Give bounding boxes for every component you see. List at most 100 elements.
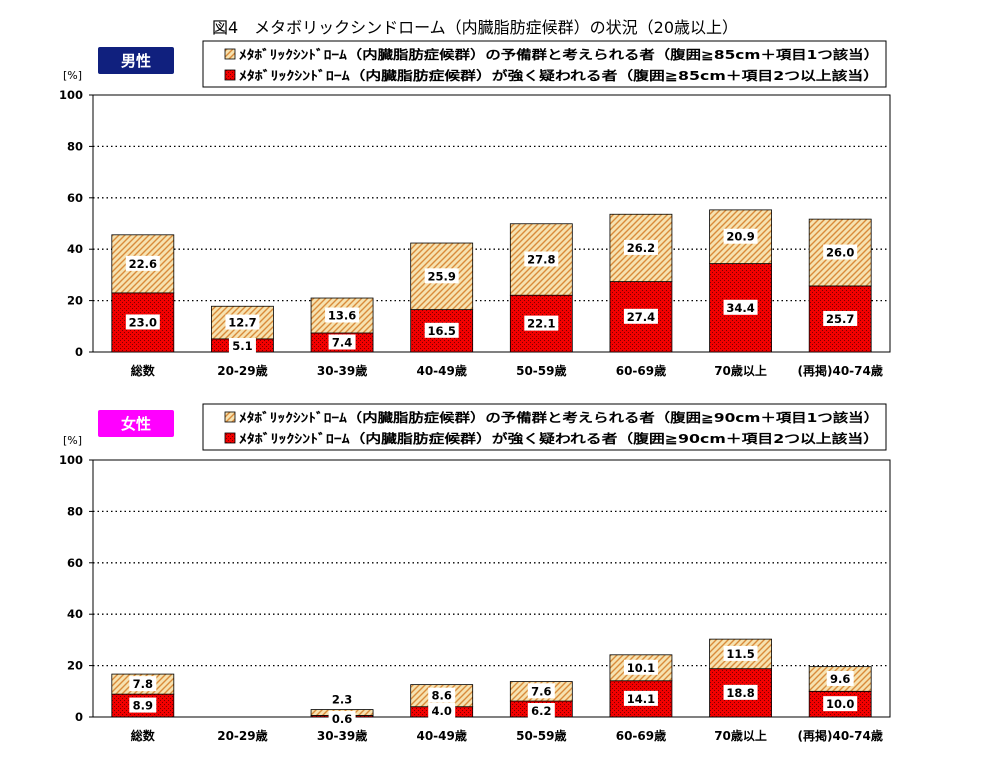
data-label-reserve-bg bbox=[428, 687, 456, 703]
data-label-reserve: 10.1 bbox=[627, 661, 655, 675]
x-tick-label: 30-39歳 bbox=[317, 363, 367, 378]
data-label-strong: 34.4 bbox=[726, 301, 754, 315]
chart-panel-male: 男性 ﾒﾀﾎﾞﾘｯｸｼﾝﾄﾞﾛｰﾑ（内臓脂肪症候群）の予備群と考えられる者（腹囲≧… bbox=[59, 40, 891, 378]
data-label-strong: 5.1 bbox=[232, 339, 252, 353]
data-label-strong: 4.0 bbox=[432, 704, 452, 718]
data-label-reserve: 2.3 bbox=[332, 693, 352, 707]
plot-frame bbox=[92, 94, 891, 353]
data-label-strong: 16.5 bbox=[428, 324, 456, 338]
y-tick-label: 0 bbox=[75, 710, 83, 724]
data-label-strong-bg bbox=[328, 711, 356, 726]
data-label-strong-bg bbox=[623, 690, 658, 706]
legend-swatch-strong bbox=[224, 69, 236, 81]
data-label-strong-bg bbox=[428, 703, 456, 718]
data-label-strong: 14.1 bbox=[627, 692, 655, 706]
data-label-reserve-bg bbox=[325, 307, 360, 323]
data-label-strong: 25.7 bbox=[826, 312, 854, 326]
chart-panels: 男性 ﾒﾀﾎﾞﾘｯｸｼﾝﾄﾞﾛｰﾑ（内臓脂肪症候群）の予備群と考えられる者（腹囲≧… bbox=[59, 40, 891, 743]
data-label-strong-bg bbox=[723, 684, 758, 700]
y-tick-label: 40 bbox=[67, 242, 83, 256]
legend-label-strong: ﾒﾀﾎﾞﾘｯｸｼﾝﾄﾞﾛｰﾑ（内臓脂肪症候群）が強く疑われる者（腹囲≧85cm＋… bbox=[239, 68, 879, 83]
x-tick-label: 40-49歳 bbox=[416, 728, 466, 743]
y-tick-label: 60 bbox=[67, 556, 83, 570]
data-label-reserve: 26.2 bbox=[627, 241, 655, 255]
data-label-reserve: 7.6 bbox=[531, 684, 551, 698]
data-label-strong: 27.4 bbox=[627, 310, 655, 324]
legend-label-reserve: ﾒﾀﾎﾞﾘｯｸｼﾝﾄﾞﾛｰﾑ（内臓脂肪症候群）の予備群と考えられる者（腹囲≧85… bbox=[239, 47, 879, 62]
data-label-strong-bg bbox=[328, 334, 356, 350]
x-tick-label: 総数 bbox=[131, 728, 156, 743]
data-label-reserve-bg bbox=[723, 228, 758, 244]
y-tick-label: 80 bbox=[67, 139, 83, 153]
x-tick-label: 30-39歳 bbox=[317, 728, 367, 743]
x-tick-label: 70歳以上 bbox=[714, 363, 767, 378]
data-label-strong-bg bbox=[524, 315, 559, 331]
data-label-strong: 8.9 bbox=[133, 699, 153, 713]
data-label-strong-bg bbox=[623, 308, 658, 324]
data-label-strong: 18.8 bbox=[726, 686, 754, 700]
y-axis-label: [%] bbox=[63, 434, 82, 447]
y-tick-label: 40 bbox=[67, 607, 83, 621]
data-label-strong: 6.2 bbox=[531, 704, 551, 718]
badge-label: 女性 bbox=[121, 415, 151, 433]
data-label-strong-bg bbox=[125, 314, 160, 330]
data-label-strong-bg bbox=[424, 322, 459, 338]
legend-label-reserve: ﾒﾀﾎﾞﾘｯｸｼﾝﾄﾞﾛｰﾑ（内臓脂肪症候群）の予備群と考えられる者（腹囲≧90… bbox=[239, 410, 879, 425]
y-tick-label: 20 bbox=[67, 659, 83, 673]
data-label-reserve-bg bbox=[723, 645, 758, 661]
y-tick-label: 0 bbox=[75, 345, 83, 359]
y-tick-label: 60 bbox=[67, 191, 83, 205]
legend-box bbox=[202, 40, 887, 88]
data-label-reserve: 11.5 bbox=[726, 647, 754, 661]
data-label-reserve: 13.6 bbox=[328, 309, 356, 323]
y-tick-label: 100 bbox=[59, 88, 83, 102]
data-label-strong: 0.6 bbox=[332, 712, 352, 726]
x-tick-label: 20-29歳 bbox=[217, 363, 267, 378]
data-label-reserve: 25.9 bbox=[428, 269, 456, 283]
x-tick-label: 60-69歳 bbox=[616, 728, 666, 743]
data-label-reserve-bg bbox=[225, 314, 260, 330]
x-tick-label: 20-29歳 bbox=[217, 728, 267, 743]
x-tick-label: 60-69歳 bbox=[616, 363, 666, 378]
data-label-strong-bg bbox=[723, 299, 758, 315]
x-tick-label: 70歳以上 bbox=[714, 728, 767, 743]
legend-swatch-reserve bbox=[224, 411, 236, 423]
data-label-strong: 10.0 bbox=[826, 697, 854, 711]
data-label-reserve-bg bbox=[823, 244, 858, 260]
data-label-strong-bg bbox=[527, 703, 555, 718]
data-label-reserve: 7.8 bbox=[133, 677, 153, 691]
legend-box bbox=[202, 403, 887, 451]
x-tick-label: 50-59歳 bbox=[516, 363, 566, 378]
badge-box bbox=[98, 47, 174, 74]
data-label-reserve-bg bbox=[125, 255, 160, 271]
data-label-reserve-bg bbox=[129, 676, 157, 692]
data-label-strong-bg bbox=[228, 338, 256, 353]
data-label-reserve: 22.6 bbox=[129, 257, 157, 271]
y-tick-label: 100 bbox=[59, 453, 83, 467]
data-label-reserve-bg bbox=[524, 251, 559, 267]
data-label-reserve-bg bbox=[623, 659, 658, 675]
data-label-reserve: 9.6 bbox=[830, 672, 850, 686]
figure-title: 図4 メタボリックシンドローム（内臓脂肪症候群）の状況（20歳以上） bbox=[212, 18, 738, 37]
badge-box bbox=[98, 410, 174, 437]
data-label-strong: 7.4 bbox=[332, 335, 352, 349]
data-label-reserve: 12.7 bbox=[228, 316, 256, 330]
data-label-reserve-bg bbox=[527, 683, 555, 699]
x-tick-label: 50-59歳 bbox=[516, 728, 566, 743]
x-tick-label: 40-49歳 bbox=[416, 363, 466, 378]
data-label-strong-bg bbox=[823, 696, 858, 712]
badge-label: 男性 bbox=[121, 52, 151, 70]
y-tick-label: 20 bbox=[67, 294, 83, 308]
legend-swatch-reserve bbox=[224, 48, 236, 60]
data-label-reserve: 8.6 bbox=[432, 689, 452, 703]
y-axis-label: [%] bbox=[63, 69, 82, 82]
chart-panel-female: 女性 ﾒﾀﾎﾞﾘｯｸｼﾝﾄﾞﾛｰﾑ（内臓脂肪症候群）の予備群と考えられる者（腹囲≧… bbox=[59, 403, 891, 743]
data-label-reserve-bg bbox=[826, 670, 854, 686]
data-label-reserve: 27.8 bbox=[527, 252, 555, 266]
x-tick-label: (再掲)40-74歳 bbox=[798, 363, 883, 378]
data-label-reserve: 26.0 bbox=[826, 246, 854, 260]
data-label-reserve-bg bbox=[424, 268, 459, 284]
x-tick-label: (再掲)40-74歳 bbox=[798, 728, 883, 743]
